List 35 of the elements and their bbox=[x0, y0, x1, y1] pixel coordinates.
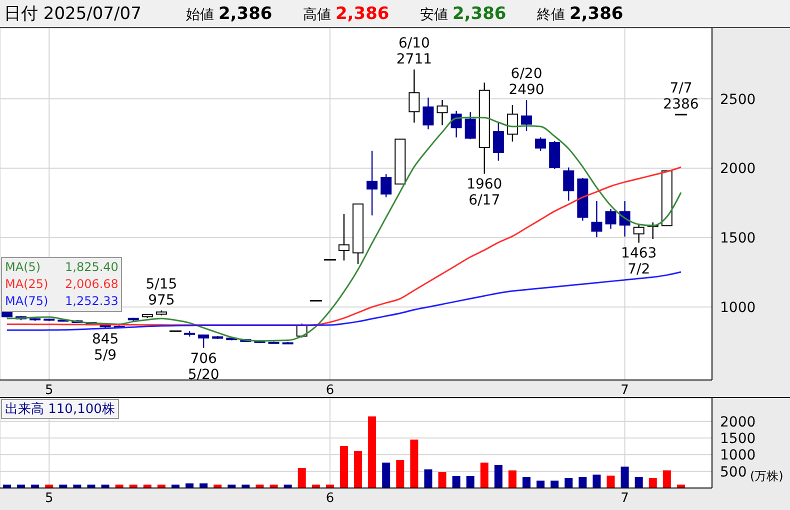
text: 安値 2,386 bbox=[420, 4, 506, 24]
annotation: 706 5/20 bbox=[188, 350, 220, 383]
y-tick-label: 1500 bbox=[720, 230, 756, 247]
y-tick-label: 2500 bbox=[720, 92, 756, 108]
x-tick-label: 7 bbox=[620, 491, 629, 506]
annotation: 845 5/9 bbox=[92, 332, 119, 364]
annotation: 2,006.68 bbox=[65, 276, 118, 293]
series-label: MA(75) bbox=[5, 293, 50, 310]
y-tick-label: 500 bbox=[720, 464, 747, 480]
x-tick-label: 5 bbox=[45, 383, 54, 398]
text: MA(25) bbox=[5, 276, 50, 293]
text: 高値 2,386 bbox=[303, 4, 390, 24]
text: MA(5) bbox=[5, 259, 42, 276]
y-tick-label: 2000 bbox=[720, 161, 756, 178]
y-tick-label: 2000 bbox=[720, 414, 756, 430]
annotation: 1,252.33 bbox=[65, 293, 118, 310]
y-tick-label: 1000 bbox=[720, 448, 756, 464]
annotation: 6/20 2490 bbox=[508, 66, 544, 98]
annotation: 7/7 2386 bbox=[663, 80, 699, 113]
chart-title: 出来高 110,100株 bbox=[1, 399, 119, 419]
y-axis-title: (万株) bbox=[750, 468, 784, 485]
x-tick-label: 6 bbox=[326, 383, 334, 398]
annotation: 1960 6/17 bbox=[466, 176, 502, 209]
x-tick-label: 7 bbox=[620, 383, 629, 398]
x-tick-label: 5 bbox=[45, 491, 54, 506]
y-tick-label: 1500 bbox=[720, 430, 756, 447]
annotation: 1,825.40 bbox=[65, 259, 118, 276]
annotation: 5/15 975 bbox=[146, 276, 178, 308]
y-tick-label: 1000 bbox=[720, 300, 756, 316]
annotation: 1463 7/2 bbox=[621, 246, 657, 278]
text: 始値 2,386 bbox=[186, 4, 272, 24]
annotation: 6/10 2711 bbox=[396, 36, 432, 68]
chart-title: 日付 2025/07/07 bbox=[4, 3, 142, 25]
x-tick-label: 6 bbox=[326, 491, 334, 506]
text: 終値 2,386 bbox=[537, 4, 624, 24]
